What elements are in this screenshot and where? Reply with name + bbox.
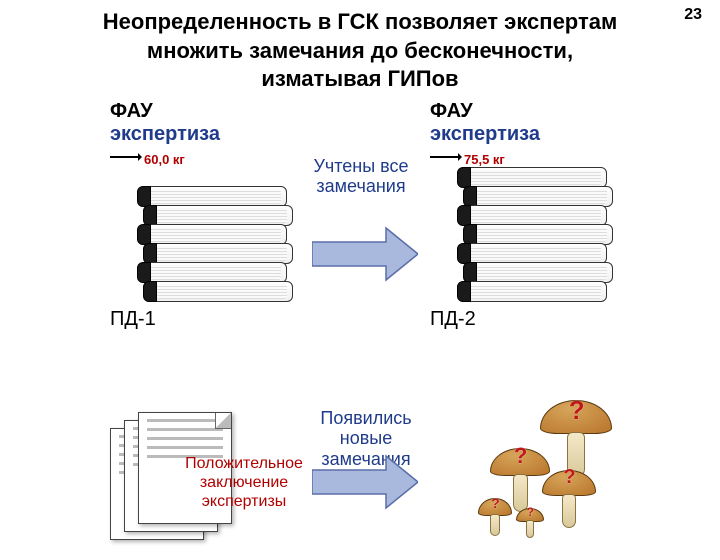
fau-top-right: ФАУ bbox=[430, 100, 650, 123]
mushroom-icon: ? bbox=[542, 470, 596, 528]
book-icon bbox=[457, 281, 607, 302]
book-icon bbox=[463, 186, 613, 207]
weight-left-value: 60,0 кг bbox=[144, 152, 185, 167]
book-icon bbox=[457, 167, 607, 188]
fau-bottom-left: экспертиза bbox=[110, 123, 330, 146]
weight-arrow-icon bbox=[110, 156, 140, 164]
mushroom-icon: ? bbox=[516, 508, 544, 538]
book-icon bbox=[463, 224, 613, 245]
question-mark-icon: ? bbox=[491, 495, 500, 511]
book-icon bbox=[143, 243, 293, 264]
arrow1-label: Учтены все замечания bbox=[296, 156, 426, 197]
book-stack-left-wrap: 60,0 кг bbox=[110, 152, 310, 302]
book-icon bbox=[143, 205, 293, 226]
pd-right: ПД-2 bbox=[430, 308, 650, 331]
title-line-2: множить замечания до бесконечности, bbox=[30, 37, 690, 66]
fau-label-left: ФАУ экспертиза bbox=[110, 100, 330, 146]
arrow-top bbox=[312, 224, 418, 284]
diagram-content: ФАУ экспертиза 60,0 кг ПД-1 ФАУ эксперти… bbox=[0, 100, 720, 530]
question-mark-icon: ? bbox=[514, 443, 527, 469]
weight-right-value: 75,5 кг bbox=[464, 152, 505, 167]
book-icon bbox=[457, 243, 607, 264]
mushrooms-group: ????? bbox=[430, 400, 650, 560]
weight-right: 75,5 кг bbox=[430, 152, 505, 167]
fau-bottom-right: экспертиза bbox=[430, 123, 650, 146]
question-mark-icon: ? bbox=[569, 395, 585, 426]
column-left: ФАУ экспертиза 60,0 кг ПД-1 bbox=[110, 100, 330, 331]
conclusion-text: Положительное заключение экспертизы bbox=[168, 454, 320, 512]
fau-label-right: ФАУ экспертиза bbox=[430, 100, 650, 146]
book-icon bbox=[463, 262, 613, 283]
fau-top-left: ФАУ bbox=[110, 100, 330, 123]
column-right: ФАУ экспертиза 75,5 кг ПД-2 bbox=[430, 100, 650, 331]
book-icon bbox=[137, 186, 287, 207]
mushroom-icon: ? bbox=[478, 498, 512, 536]
book-icon bbox=[137, 224, 287, 245]
mushroom-icon: ? bbox=[540, 400, 612, 478]
weight-left: 60,0 кг bbox=[110, 152, 185, 167]
page-number: 23 bbox=[684, 6, 702, 24]
title-line-1: Неопределенность в ГСК позволяет эксперт… bbox=[30, 8, 690, 37]
book-stack-left bbox=[140, 188, 290, 302]
question-mark-icon: ? bbox=[527, 505, 534, 519]
book-stack-right-wrap: 75,5 кг bbox=[430, 152, 630, 302]
book-stack-right bbox=[460, 169, 610, 302]
question-mark-icon: ? bbox=[563, 466, 575, 489]
book-icon bbox=[143, 281, 293, 302]
arrow-icon bbox=[312, 452, 418, 512]
book-icon bbox=[137, 262, 287, 283]
arrow-bottom bbox=[312, 452, 418, 512]
page-title: Неопределенность в ГСК позволяет эксперт… bbox=[0, 0, 720, 94]
book-icon bbox=[457, 205, 607, 226]
weight-arrow-icon bbox=[430, 156, 460, 164]
arrow-icon bbox=[312, 224, 418, 284]
documents-stack: Положительное заключение экспертизы bbox=[110, 410, 320, 558]
pd-left: ПД-1 bbox=[110, 308, 330, 331]
title-line-3: изматывая ГИПов bbox=[30, 65, 690, 94]
